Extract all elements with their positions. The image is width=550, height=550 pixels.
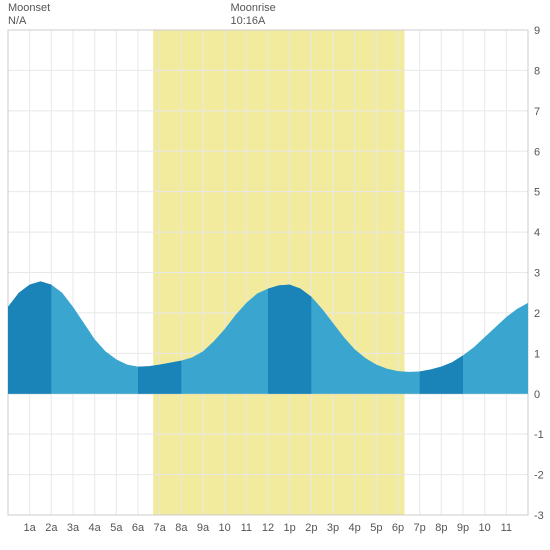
- moonrise-title: Moonrise: [231, 2, 276, 15]
- y-tick-label: 0: [534, 389, 540, 401]
- tide-area-dark: [268, 285, 311, 394]
- x-tick-label: 9a: [197, 522, 210, 534]
- x-tick-label: 9p: [457, 522, 469, 534]
- moonset-title: Moonset: [8, 2, 50, 15]
- x-tick-label: 4a: [89, 522, 102, 534]
- y-tick-label: 8: [534, 65, 540, 77]
- tide-chart: Moonset N/A Moonrise 10:16A -3-2-1012345…: [0, 0, 550, 550]
- x-tick-label: 1a: [24, 522, 37, 534]
- y-tick-label: 7: [534, 106, 540, 118]
- tide-area-dark: [8, 281, 51, 393]
- y-tick-label: 6: [534, 146, 540, 158]
- y-tick-label: 2: [534, 308, 540, 320]
- x-tick-label: 6a: [132, 522, 145, 534]
- chart-svg: -3-2-101234567891a2a3a4a5a6a7a8a9a101112…: [0, 0, 550, 550]
- tide-area-dark: [138, 361, 181, 394]
- y-tick-label: -2: [534, 470, 544, 482]
- x-tick-label: 2p: [305, 522, 317, 534]
- x-tick-label: 4p: [349, 522, 361, 534]
- grid: [8, 30, 528, 515]
- x-tick-label: 3p: [327, 522, 339, 534]
- x-tick-label: 3a: [67, 522, 80, 534]
- y-tick-label: 9: [534, 25, 540, 37]
- x-tick-label: 11: [241, 522, 252, 534]
- y-tick-label: -3: [534, 510, 544, 522]
- moonrise-block: Moonrise 10:16A: [231, 2, 276, 28]
- y-tick-label: 5: [534, 187, 540, 199]
- x-tick-label: 1p: [284, 522, 296, 534]
- x-tick-label: 7p: [414, 522, 426, 534]
- y-tick-label: 4: [534, 227, 540, 239]
- x-tick-label: 10: [479, 522, 491, 534]
- y-tick-label: 3: [534, 268, 540, 280]
- x-tick-label: 7a: [154, 522, 167, 534]
- x-tick-label: 6p: [392, 522, 404, 534]
- moonrise-value: 10:16A: [231, 15, 276, 28]
- x-tick-label: 5p: [370, 522, 382, 534]
- moonset-block: Moonset N/A: [8, 2, 50, 28]
- x-tick-label: 8a: [175, 522, 188, 534]
- x-tick-label: 8p: [435, 522, 447, 534]
- x-tick-label: 11: [501, 522, 512, 534]
- x-tick-label: 2a: [45, 522, 58, 534]
- x-tick-label: 5a: [110, 522, 123, 534]
- x-tick-label: 10: [219, 522, 231, 534]
- y-tick-label: 1: [534, 348, 540, 360]
- x-tick-label: 12: [262, 522, 274, 534]
- y-tick-label: -1: [534, 429, 544, 441]
- moonset-value: N/A: [8, 15, 50, 28]
